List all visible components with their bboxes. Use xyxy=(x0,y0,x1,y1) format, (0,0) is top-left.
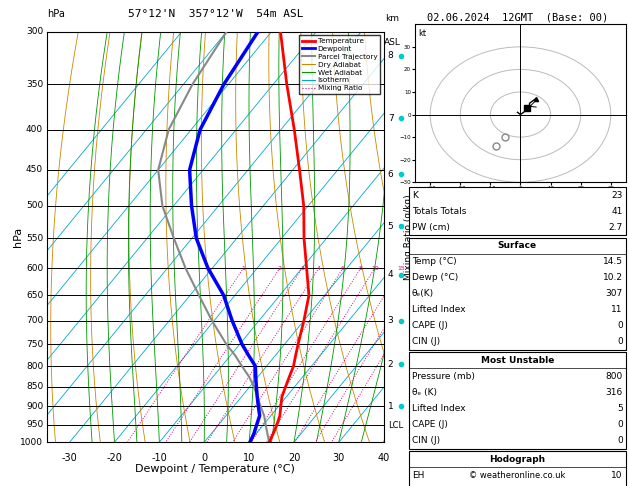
Text: kt: kt xyxy=(418,29,426,38)
Text: 350: 350 xyxy=(26,80,43,88)
Text: Lifted Index: Lifted Index xyxy=(412,404,465,413)
Text: 3: 3 xyxy=(387,316,394,325)
Text: 30: 30 xyxy=(333,452,345,463)
Text: Dewpoint / Temperature (°C): Dewpoint / Temperature (°C) xyxy=(135,464,296,474)
Text: 10: 10 xyxy=(611,470,623,480)
Text: θₑ (K): θₑ (K) xyxy=(412,388,437,397)
Text: Hodograph: Hodograph xyxy=(489,454,545,464)
Text: 500: 500 xyxy=(26,201,43,210)
Text: hPa: hPa xyxy=(13,227,23,247)
Text: 850: 850 xyxy=(26,382,43,391)
Text: 7: 7 xyxy=(387,114,394,123)
Text: LCL: LCL xyxy=(387,421,403,430)
Text: 0: 0 xyxy=(617,337,623,347)
Text: -10: -10 xyxy=(152,452,167,463)
Text: θₑ(K): θₑ(K) xyxy=(412,289,434,298)
Text: Pressure (mb): Pressure (mb) xyxy=(412,372,475,381)
Text: Totals Totals: Totals Totals xyxy=(412,207,466,216)
Text: CAPE (J): CAPE (J) xyxy=(412,420,448,429)
Text: K: K xyxy=(412,191,418,200)
Text: 8: 8 xyxy=(387,51,394,60)
Text: 5: 5 xyxy=(387,222,394,231)
Text: 8: 8 xyxy=(359,265,363,271)
Text: 800: 800 xyxy=(606,372,623,381)
Text: 300: 300 xyxy=(26,27,43,36)
Text: -30: -30 xyxy=(62,452,77,463)
Text: 450: 450 xyxy=(26,165,43,174)
Text: 800: 800 xyxy=(26,362,43,371)
Text: 700: 700 xyxy=(26,316,43,325)
Text: 0: 0 xyxy=(201,452,208,463)
Text: 0: 0 xyxy=(617,321,623,330)
Text: Lifted Index: Lifted Index xyxy=(412,305,465,314)
Text: Surface: Surface xyxy=(498,241,537,250)
Text: 14.5: 14.5 xyxy=(603,257,623,266)
Text: 2: 2 xyxy=(278,265,282,271)
Text: 1: 1 xyxy=(387,402,394,411)
Text: 10.2: 10.2 xyxy=(603,273,623,282)
Text: 1000: 1000 xyxy=(20,438,43,447)
Text: 10: 10 xyxy=(371,265,379,271)
Text: 0: 0 xyxy=(617,436,623,445)
Text: 750: 750 xyxy=(26,340,43,348)
Legend: Temperature, Dewpoint, Parcel Trajectory, Dry Adiabat, Wet Adiabat, Isotherm, Mi: Temperature, Dewpoint, Parcel Trajectory… xyxy=(299,35,380,94)
Text: 20: 20 xyxy=(287,452,300,463)
Text: Mixing Ratio (g/kg): Mixing Ratio (g/kg) xyxy=(404,194,413,280)
Text: hPa: hPa xyxy=(47,9,65,19)
Text: km: km xyxy=(385,15,399,23)
Text: 4: 4 xyxy=(387,270,393,279)
Text: 57°12'N  357°12'W  54m ASL: 57°12'N 357°12'W 54m ASL xyxy=(128,9,303,19)
Text: 316: 316 xyxy=(606,388,623,397)
Text: Most Unstable: Most Unstable xyxy=(481,356,554,365)
Text: 11: 11 xyxy=(611,305,623,314)
Text: 4: 4 xyxy=(317,265,321,271)
Text: CIN (J): CIN (J) xyxy=(412,436,440,445)
Text: 550: 550 xyxy=(26,234,43,243)
Text: 6: 6 xyxy=(341,265,345,271)
Text: 950: 950 xyxy=(26,420,43,429)
Text: CIN (J): CIN (J) xyxy=(412,337,440,347)
Text: Dewp (°C): Dewp (°C) xyxy=(412,273,459,282)
Text: 400: 400 xyxy=(26,125,43,134)
Text: ASL: ASL xyxy=(384,38,401,47)
Text: -20: -20 xyxy=(106,452,123,463)
Text: PW (cm): PW (cm) xyxy=(412,223,450,232)
Text: Temp (°C): Temp (°C) xyxy=(412,257,457,266)
Text: 40: 40 xyxy=(377,452,390,463)
Text: 600: 600 xyxy=(26,263,43,273)
Text: 10: 10 xyxy=(243,452,255,463)
Text: 41: 41 xyxy=(611,207,623,216)
Text: 650: 650 xyxy=(26,291,43,300)
Text: 23: 23 xyxy=(611,191,623,200)
Text: 307: 307 xyxy=(606,289,623,298)
Text: 5: 5 xyxy=(617,404,623,413)
Text: 15: 15 xyxy=(398,265,405,271)
Text: 3: 3 xyxy=(301,265,304,271)
Text: 2.7: 2.7 xyxy=(608,223,623,232)
Text: 02.06.2024  12GMT  (Base: 00): 02.06.2024 12GMT (Base: 00) xyxy=(426,12,608,22)
Text: 6: 6 xyxy=(387,170,394,179)
Text: EH: EH xyxy=(412,470,425,480)
Text: 1: 1 xyxy=(242,265,245,271)
Text: © weatheronline.co.uk: © weatheronline.co.uk xyxy=(469,471,565,480)
Text: CAPE (J): CAPE (J) xyxy=(412,321,448,330)
Text: 900: 900 xyxy=(26,402,43,411)
Text: 2: 2 xyxy=(387,360,393,368)
Text: 0: 0 xyxy=(617,420,623,429)
